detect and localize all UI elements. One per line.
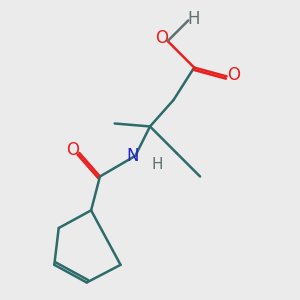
Text: H: H [152,157,163,172]
Text: O: O [227,66,240,84]
Text: N: N [127,147,139,165]
Text: O: O [155,29,168,47]
Text: O: O [66,141,80,159]
Text: H: H [187,10,200,28]
